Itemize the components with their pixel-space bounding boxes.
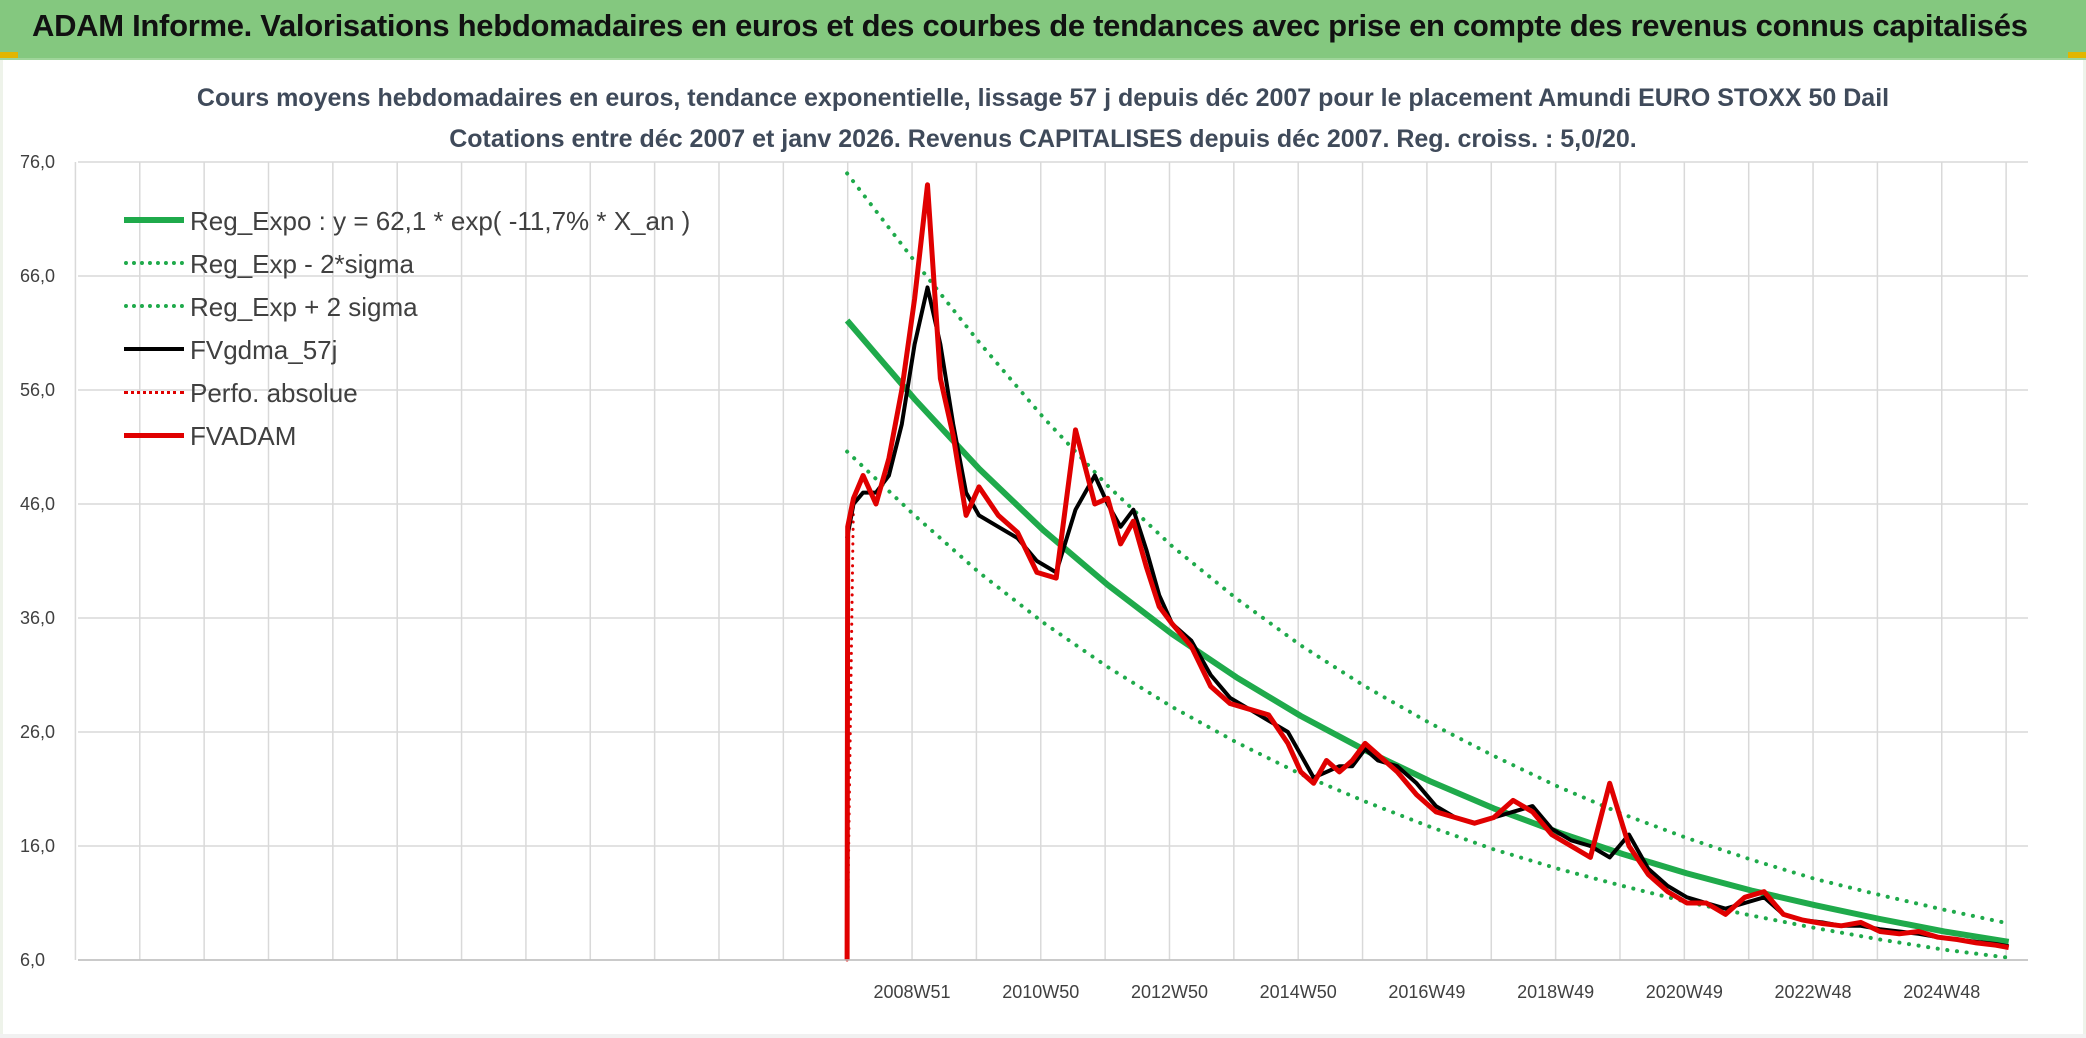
- y-tick-label: 26,0: [20, 722, 55, 742]
- legend-swatch: [124, 432, 184, 438]
- banner-title: ADAM Informe. Valorisations hebdomadaire…: [32, 8, 2028, 43]
- x-tick-label: 2010W50: [1002, 982, 1079, 1002]
- fvgdma-57j-line: [845, 285, 2010, 949]
- x-tick-label: 2016W49: [1388, 982, 1465, 1002]
- perfo-absolue-line: [845, 183, 2011, 962]
- legend-swatch: [124, 390, 184, 394]
- x-tick-label: 2020W49: [1646, 982, 1723, 1002]
- y-tick-label: 56,0: [20, 380, 55, 400]
- legend-label: Perfo. absolue: [190, 378, 358, 408]
- chart-axes: 6,0 16,0 26,0 36,0 46,0 56,0 66,0 76,0 2008W51 20…: [20, 152, 2028, 1002]
- fvadam-line: [844, 182, 2010, 961]
- x-tick-label: 2008W51: [874, 982, 951, 1002]
- legend-label: Reg_Exp - 2*sigma: [190, 249, 414, 279]
- legend-label: Reg_Expo : y = 62,1 * exp( -11,7% * X_an…: [190, 206, 691, 236]
- y-tick-label: 76,0: [20, 152, 55, 172]
- x-tick-label: 2022W48: [1775, 982, 1852, 1002]
- legend-swatch: [124, 347, 184, 351]
- x-tick-label: 2024W48: [1903, 982, 1980, 1002]
- y-tick-label: 36,0: [20, 608, 55, 628]
- legend-label: FVADAM: [190, 421, 297, 451]
- y-tick-label: 46,0: [20, 494, 55, 514]
- x-tick-label: 2018W49: [1517, 982, 1594, 1002]
- chart-title: Cours moyens hebdomadaires en euros, ten…: [196, 84, 1890, 112]
- y-tick-label: 16,0: [20, 836, 55, 856]
- legend-swatch: [124, 261, 184, 265]
- chart-series: [844, 171, 2011, 962]
- chart-subtitle: Cotations entre déc 2007 et janv 2026. R…: [449, 125, 1637, 153]
- y-tick-label: 6,0: [20, 950, 45, 970]
- legend-swatch: [124, 304, 184, 308]
- report-banner: ADAM Informe. Valorisations hebdomadaire…: [0, 0, 2086, 60]
- chart-grid: [74, 161, 2028, 961]
- y-tick-label: 66,0: [20, 266, 55, 286]
- reg-expo-line: [844, 318, 2010, 945]
- banner-corner-left: [0, 52, 18, 58]
- legend-swatch: [124, 217, 184, 223]
- reg-exp-plus-2sigma-line: [845, 171, 2011, 926]
- legend-label: Reg_Exp + 2 sigma: [190, 292, 418, 322]
- legend-label: FVgdma_57j: [190, 335, 338, 365]
- x-tick-label: 2012W50: [1131, 982, 1208, 1002]
- x-tick-label: 2014W50: [1260, 982, 1337, 1002]
- banner-corner-right: [2068, 52, 2086, 58]
- reg-exp-minus-2sigma-line: [845, 449, 2011, 960]
- bottom-strip: [0, 1034, 2086, 1038]
